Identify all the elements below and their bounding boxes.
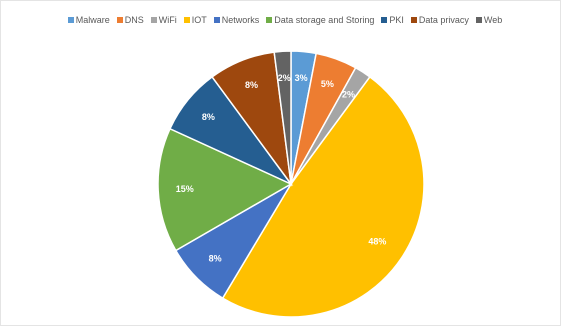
data-label-networks: 8%: [209, 254, 222, 264]
legend-swatch-wifi: [150, 17, 157, 23]
data-label-wifi: 2%: [342, 89, 355, 99]
legend-swatch-data-privacy: [410, 17, 417, 23]
data-label-data-storage: 15%: [176, 184, 194, 194]
pie-slice-web: [273, 50, 292, 185]
data-label-iot: 48%: [368, 236, 386, 246]
legend-item-data-privacy: Data privacy: [410, 15, 469, 25]
legend-label-networks: Networks: [221, 15, 260, 25]
data-label-pki: 8%: [202, 112, 215, 122]
legend-item-iot: IOT: [183, 15, 207, 25]
data-label-data-privacy: 8%: [245, 80, 258, 90]
legend-label-wifi: WiFi: [158, 15, 177, 25]
legend-label-pki: PKI: [389, 15, 404, 25]
data-label-dns: 5%: [321, 79, 334, 89]
legend-label-web: Web: [483, 15, 503, 25]
legend-item-web: Web: [475, 15, 503, 25]
data-label-web: 2%: [278, 73, 291, 83]
chart-legend: Malware DNS WiFi IOT Networks Data stora…: [25, 15, 545, 25]
pie-slice-iot: [221, 75, 425, 318]
legend-swatch-networks: [213, 17, 220, 23]
data-label-malware: 3%: [295, 73, 308, 83]
legend-item-pki: PKI: [381, 15, 404, 25]
legend-label-malware: Malware: [75, 15, 110, 25]
legend-item-dns: DNS: [116, 15, 144, 25]
legend-item-wifi: WiFi: [150, 15, 177, 25]
legend-swatch-web: [475, 17, 482, 23]
legend-label-data-privacy: Data privacy: [418, 15, 469, 25]
legend-label-dns: DNS: [124, 15, 144, 25]
legend-swatch-iot: [183, 17, 190, 23]
legend-label-data-storage: Data storage and Storing: [274, 15, 375, 25]
legend-swatch-pki: [381, 17, 388, 23]
legend-swatch-malware: [67, 17, 74, 23]
legend-swatch-dns: [116, 17, 123, 23]
legend-item-data-storage: Data storage and Storing: [266, 15, 374, 25]
legend-label-iot: IOT: [191, 15, 207, 25]
legend-swatch-data-storage: [266, 17, 273, 23]
legend-item-networks: Networks: [213, 15, 260, 25]
legend-item-malware: Malware: [67, 15, 110, 25]
pie-slice-data-storage: [157, 127, 293, 252]
